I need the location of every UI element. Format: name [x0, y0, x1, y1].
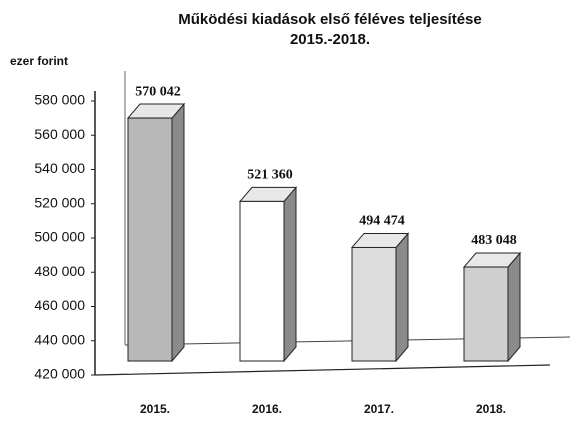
y-tick-label: 460 000 — [34, 297, 85, 313]
y-tick-label: 480 000 — [34, 263, 85, 279]
x-tick-label: 2017. — [364, 402, 394, 416]
x-tick-label: 2015. — [140, 402, 170, 416]
y-tick-label: 420 000 — [34, 366, 85, 382]
bar — [238, 186, 298, 363]
value-label: 521 360 — [247, 168, 293, 183]
chart-subtitle: 2015.-2018. — [290, 31, 370, 48]
bar — [462, 251, 522, 363]
bar — [350, 232, 410, 363]
y-tick-label: 580 000 — [34, 92, 85, 108]
bar-front — [351, 246, 397, 362]
y-tick-label: 440 000 — [34, 331, 85, 347]
value-label: 570 042 — [135, 84, 181, 99]
bar-front — [239, 200, 285, 362]
bar-side — [283, 186, 297, 363]
x-tick-label: 2016. — [252, 402, 282, 416]
bar-front — [463, 266, 509, 362]
value-label: 483 048 — [471, 233, 517, 248]
bar-front — [127, 117, 173, 362]
bar-side — [507, 251, 521, 363]
y-tick-label: 500 000 — [34, 229, 85, 245]
x-tick-label: 2018. — [476, 402, 506, 416]
bar-side — [395, 232, 409, 363]
y-axis-label: ezer forint — [10, 54, 68, 68]
value-label: 494 474 — [359, 214, 405, 229]
bar — [126, 102, 186, 363]
x-axis — [94, 364, 551, 376]
bar-side — [171, 102, 185, 363]
y-tick-label: 540 000 — [34, 160, 85, 176]
chart-title: Működési kiadások első féléves teljesíté… — [178, 11, 482, 28]
y-tick-label: 560 000 — [34, 126, 85, 142]
y-tick-label: 520 000 — [34, 194, 85, 210]
